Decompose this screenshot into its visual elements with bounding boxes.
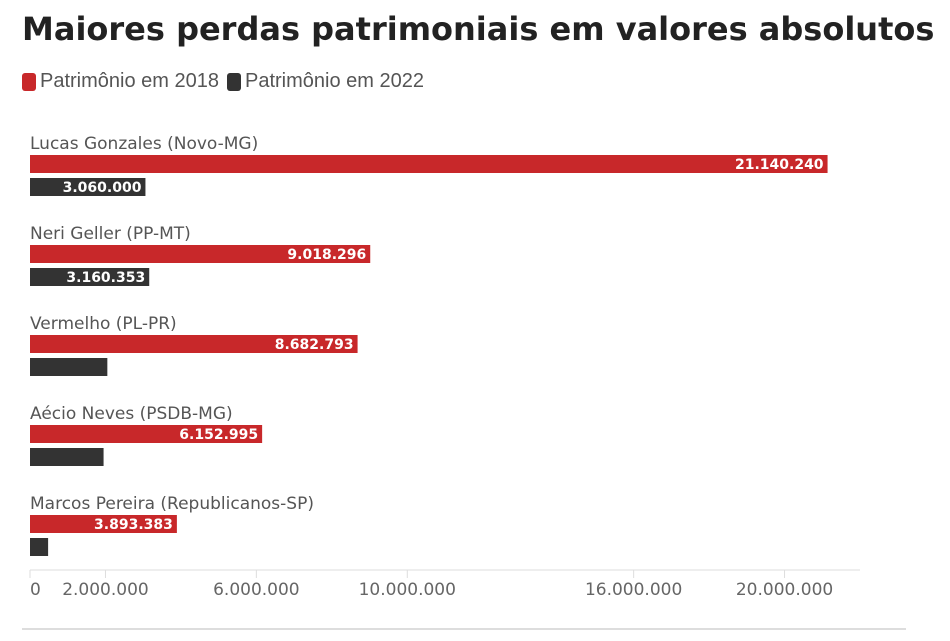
data-label-2018: 6.152.995 bbox=[179, 427, 258, 443]
x-tick-label: 0 bbox=[30, 580, 41, 600]
bar-2018 bbox=[30, 155, 828, 173]
legend: Patrimônio em 2018 Patrimônio em 2022 bbox=[22, 70, 432, 93]
bar-2018 bbox=[30, 515, 177, 533]
bar-2018 bbox=[30, 335, 358, 353]
bar-2022 bbox=[30, 448, 104, 466]
category-label: Aécio Neves (PSDB-MG) bbox=[30, 404, 233, 424]
bar-2018 bbox=[30, 245, 371, 263]
bottom-divider bbox=[22, 628, 906, 630]
data-label-2018: 8.682.793 bbox=[275, 337, 354, 353]
legend-swatch-2018 bbox=[22, 72, 36, 91]
category-label: Vermelho (PL-PR) bbox=[30, 314, 177, 334]
bar-2018 bbox=[30, 425, 263, 443]
bar-2022 bbox=[30, 538, 49, 556]
data-label-2018: 3.893.383 bbox=[94, 517, 173, 533]
x-tick-label: 20.000.000 bbox=[736, 580, 833, 600]
category-label: Lucas Gonzales (Novo-MG) bbox=[30, 134, 258, 154]
x-tick-label: 2.000.000 bbox=[62, 580, 149, 600]
bar-2022 bbox=[30, 178, 146, 196]
x-tick-label: 6.000.000 bbox=[213, 580, 300, 600]
x-tick-label: 10.000.000 bbox=[359, 580, 456, 600]
data-label-2018: 9.018.296 bbox=[287, 247, 366, 263]
x-tick-label: 16.000.000 bbox=[585, 580, 682, 600]
data-label-2022: 3.160.353 bbox=[66, 270, 145, 286]
category-label: Marcos Pereira (Republicanos-SP) bbox=[30, 494, 314, 514]
bar-2022 bbox=[30, 358, 108, 376]
bar-2022 bbox=[30, 268, 150, 286]
data-label-2022: 3.060.000 bbox=[63, 180, 142, 196]
legend-item-2022: Patrimônio em 2022 bbox=[226, 70, 424, 93]
legend-label-2022: Patrimônio em 2022 bbox=[244, 70, 424, 92]
legend-label-2018: Patrimônio em 2018 bbox=[40, 70, 219, 92]
data-label-2018: 21.140.240 bbox=[735, 157, 824, 173]
legend-swatch-2022 bbox=[226, 72, 241, 91]
chart-title: Maiores perdas patrimoniais em valores a… bbox=[22, 10, 935, 48]
legend-item-2018: Patrimônio em 2018 bbox=[22, 70, 219, 93]
category-label: Neri Geller (PP-MT) bbox=[30, 224, 191, 244]
